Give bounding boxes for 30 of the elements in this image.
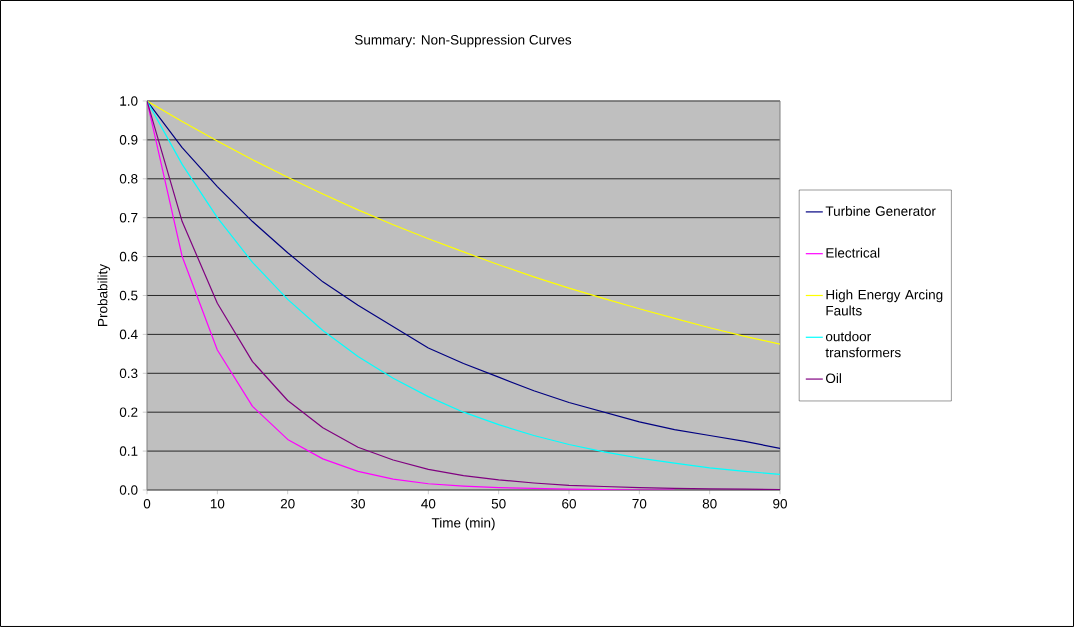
legend-label: Oil — [826, 373, 841, 384]
legend-label: High Energy Arcing Faults — [826, 289, 943, 316]
y-tick-label: 0.5 — [119, 290, 138, 301]
x-tick-label: 30 — [351, 498, 365, 509]
y-tick-label: 0.9 — [119, 135, 138, 145]
legend-label: Electrical — [826, 247, 880, 258]
x-tick-label: 50 — [491, 498, 506, 509]
y-tick-label: 0.6 — [119, 251, 138, 262]
x-tick-label: 70 — [632, 498, 647, 509]
x-tick-label: 10 — [210, 498, 225, 509]
x-tick-label: 60 — [562, 498, 576, 509]
y-tick-label: 0.3 — [119, 368, 138, 379]
y-tick-label: 0.8 — [119, 174, 138, 184]
x-tick-label: 90 — [773, 498, 787, 509]
y-tick-label: 0.4 — [119, 329, 138, 340]
legend-label: outdoor transformers — [825, 331, 901, 358]
x-tick-label: 20 — [280, 498, 295, 509]
y-axis-title: Probability — [97, 264, 111, 326]
x-tick-label: 40 — [421, 498, 436, 509]
x-axis-title: Time (min) — [431, 517, 495, 531]
chart-title: Summary: Non-Suppression Curves — [354, 34, 572, 48]
y-tick-label: 0.2 — [119, 407, 138, 417]
y-tick-label: 0.1 — [119, 446, 138, 456]
legend-label: Turbine Generator — [825, 206, 936, 216]
y-tick-label: 0.0 — [119, 485, 138, 495]
y-tick-label: 0.7 — [119, 212, 138, 223]
line-series — [147, 100, 781, 345]
x-tick-label: 80 — [702, 498, 717, 509]
x-tick-label: 0 — [143, 498, 151, 509]
y-tick-label: 1.0 — [120, 96, 138, 106]
